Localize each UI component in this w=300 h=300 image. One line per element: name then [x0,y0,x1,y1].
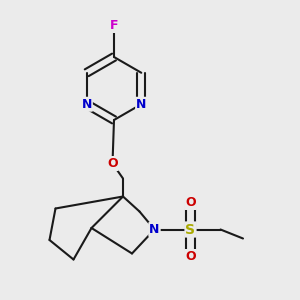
Text: O: O [185,196,196,209]
Text: F: F [110,19,118,32]
Text: N: N [82,98,92,111]
Text: S: S [185,223,196,236]
Text: O: O [185,250,196,263]
Text: N: N [136,98,146,111]
Text: N: N [149,223,160,236]
Text: O: O [107,157,118,170]
